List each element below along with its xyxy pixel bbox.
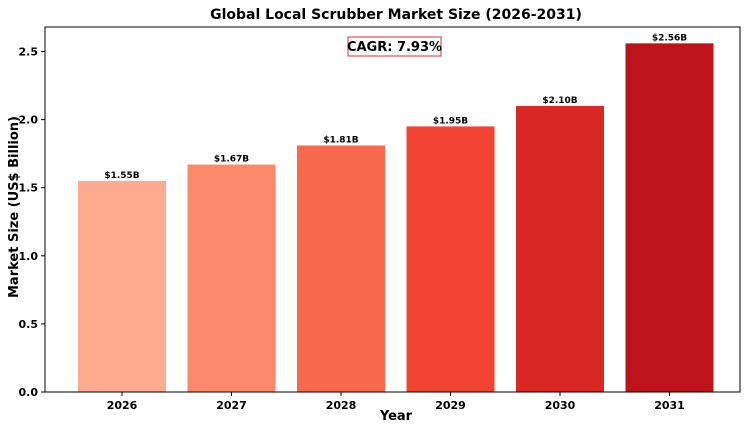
bar-2027 xyxy=(187,164,276,392)
data-label-2027: $1.67B xyxy=(214,155,249,165)
cagr-text: CAGR: 7.93% xyxy=(347,40,442,55)
y-tick-label-0.5: 0.5 xyxy=(19,318,39,331)
data-label-2030: $2.10B xyxy=(542,96,577,106)
data-label-2031: $2.56B xyxy=(652,33,687,43)
y-tick-label-2.5: 2.5 xyxy=(19,46,39,59)
y-tick-label-0.0: 0.0 xyxy=(19,386,39,399)
x-axis-label: Year xyxy=(379,409,413,424)
bar-2029 xyxy=(406,126,495,393)
y-tick-label-2.0: 2.0 xyxy=(19,114,39,127)
data-label-2026: $1.55B xyxy=(104,171,139,181)
bar-2026 xyxy=(78,180,166,392)
x-tick-label-2028: 2028 xyxy=(326,399,357,412)
chart-title: Global Local Scrubber Market Size (2026-… xyxy=(210,7,582,23)
x-tick-label-2030: 2030 xyxy=(545,399,576,412)
cagr-annotation: CAGR: 7.93% xyxy=(347,36,442,57)
data-labels-group: $1.55B $1.67B $1.81B $1.95B $2.10B $2.56B xyxy=(104,33,687,181)
bar-2030 xyxy=(516,105,604,392)
y-tick-label-1.0: 1.0 xyxy=(19,250,39,263)
y-axis-ticks: 0.0 0.5 1.0 1.5 2.0 2.5 xyxy=(19,46,45,399)
data-label-2028: $1.81B xyxy=(323,135,358,145)
y-tick-label-1.5: 1.5 xyxy=(19,182,39,195)
y-axis-label: Market Size (US$ Billion) xyxy=(7,116,22,298)
x-tick-label-2029: 2029 xyxy=(435,399,466,412)
x-tick-label-2027: 2027 xyxy=(216,399,247,412)
data-label-2029: $1.95B xyxy=(433,116,468,126)
bar-2028 xyxy=(297,145,385,392)
x-axis-ticks: 2026 2027 2028 2029 2030 2031 xyxy=(107,392,685,412)
x-tick-label-2031: 2031 xyxy=(654,399,685,412)
bar-2031 xyxy=(625,43,714,392)
plot-frame xyxy=(44,26,741,393)
cagr-box xyxy=(347,36,442,57)
x-tick-label-2026: 2026 xyxy=(107,399,138,412)
bars-group xyxy=(78,43,714,393)
